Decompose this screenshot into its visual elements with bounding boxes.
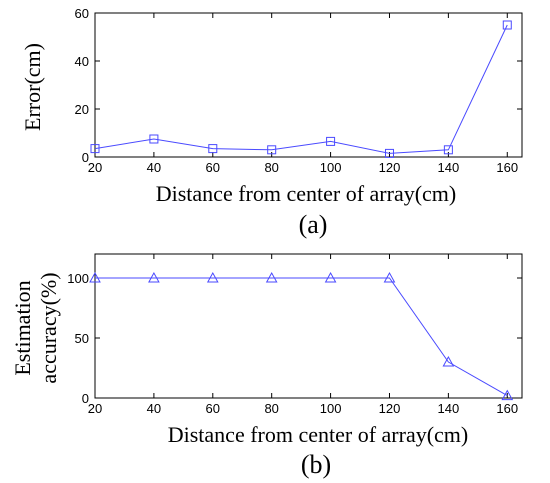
x-tick-label: 40 [147,401,161,416]
x-axis-ticks-b: 20 40 60 80 100 120 140 160 [88,254,518,416]
data-point-square [384,148,394,158]
x-tick-label: 60 [206,160,220,175]
panel-caption-b: (b) [301,450,331,479]
x-axis-ticks-a: 20 40 60 80 100 120 140 160 [88,13,518,175]
y-axis-label-b-line2: accuracy(%) [36,272,61,383]
data-point-square [90,144,100,154]
y-axis-label-a: Error(cm) [20,43,45,131]
y-tick-label: 0 [82,391,89,406]
x-tick-label: 100 [320,401,342,416]
x-axis-label-b: Distance from center of array(cm) [168,422,469,447]
data-point-square [149,134,159,144]
x-tick-label: 120 [379,160,401,175]
x-tick-label: 80 [264,160,278,175]
panel-caption-a: (a) [299,210,328,239]
data-point-triangle [501,389,514,401]
x-tick-label: 140 [438,160,460,175]
y-tick-label: 0 [82,150,89,165]
x-tick-label: 20 [88,160,102,175]
x-tick-label: 160 [496,160,518,175]
data-point-square [267,145,277,155]
y-tick-label: 60 [75,6,89,21]
y-tick-label: 20 [75,102,89,117]
series-markers-b [89,271,514,401]
x-tick-label: 160 [496,401,518,416]
y-axis-ticks-b: 0 50 100 [67,271,522,406]
data-point-triangle [89,271,101,283]
data-point-square [443,145,453,155]
data-point-square [208,144,218,154]
x-tick-label: 60 [206,401,220,416]
y-tick-label: 50 [75,331,89,346]
data-point-triangle [206,271,219,283]
series-markers-a [90,20,512,158]
y-axis-label-b-line1: Estimation [10,280,35,375]
series-line-a [94,24,508,154]
x-tick-label: 140 [438,401,460,416]
x-tick-label: 120 [379,401,401,416]
x-tick-label: 100 [320,160,342,175]
data-point-square [502,20,512,30]
x-tick-label: 40 [147,160,161,175]
x-tick-label: 80 [264,401,278,416]
y-tick-label: 100 [67,271,89,286]
y-tick-label: 40 [75,54,89,69]
plot-frame-b [94,253,523,399]
data-point-triangle [383,271,396,283]
data-point-triangle [265,271,278,283]
panel-b: 0 50 100 20 40 60 80 100 120 140 160 Distance fro… [10,253,523,479]
y-axis-ticks-a: 0 20 40 60 [75,6,522,165]
x-tick-label: 20 [88,401,102,416]
x-axis-label-a: Distance from center of array(cm) [156,181,457,206]
data-point-triangle [148,271,160,283]
data-point-square [326,136,336,146]
data-point-triangle [442,355,455,367]
plot-frame-a [94,12,523,158]
data-point-triangle [324,271,337,283]
series-line-b [95,277,508,397]
